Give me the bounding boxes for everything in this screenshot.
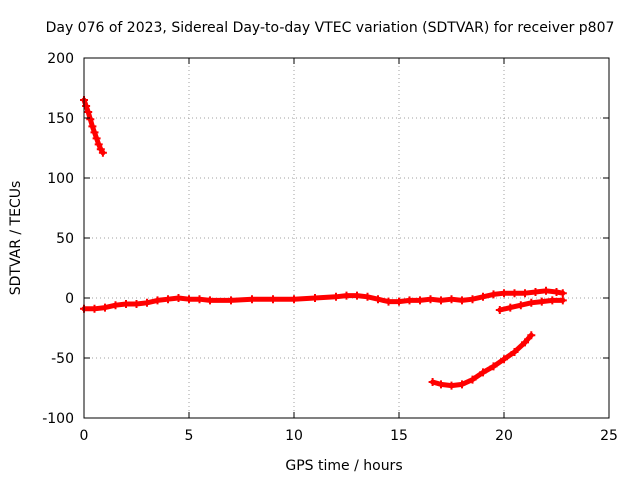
data-point bbox=[516, 301, 525, 310]
grid-layer bbox=[84, 58, 609, 418]
x-tick-label: 20 bbox=[495, 428, 513, 444]
x-tick-label: 0 bbox=[80, 428, 89, 444]
data-point bbox=[384, 297, 393, 306]
data-point bbox=[342, 291, 351, 300]
data-point bbox=[174, 294, 183, 302]
data-point bbox=[437, 296, 445, 305]
data-point bbox=[405, 296, 414, 305]
data-point bbox=[374, 295, 382, 304]
data-point bbox=[479, 292, 487, 301]
series-line bbox=[430, 332, 534, 389]
data-point bbox=[506, 303, 515, 312]
data-point bbox=[510, 289, 519, 298]
data-point bbox=[521, 289, 529, 298]
data-point bbox=[479, 368, 487, 377]
x-tick-label: 15 bbox=[390, 428, 408, 444]
data-point bbox=[269, 295, 277, 304]
data-point bbox=[548, 296, 557, 305]
data-point bbox=[510, 348, 519, 356]
data-point bbox=[489, 362, 498, 371]
data-point bbox=[90, 304, 99, 313]
data-point bbox=[363, 292, 372, 301]
data-point bbox=[458, 380, 466, 389]
data-point bbox=[206, 296, 214, 305]
data-point bbox=[101, 303, 109, 312]
data-point bbox=[86, 115, 95, 124]
data-point bbox=[447, 381, 456, 390]
data-point bbox=[395, 297, 403, 306]
data-point bbox=[468, 375, 477, 384]
data-point bbox=[552, 288, 561, 296]
data-point bbox=[353, 291, 361, 300]
data-point bbox=[143, 298, 151, 307]
x-axis-title: GPS time / hours bbox=[285, 458, 402, 474]
data-point bbox=[495, 306, 504, 314]
data-point bbox=[527, 298, 536, 307]
data-point bbox=[500, 289, 508, 298]
x-tick-label: 25 bbox=[600, 428, 618, 444]
data-point bbox=[531, 288, 540, 296]
data-point bbox=[527, 331, 536, 340]
data-point bbox=[90, 128, 99, 137]
plot-frame bbox=[83, 57, 610, 419]
data-point bbox=[111, 301, 120, 310]
data-point bbox=[92, 134, 101, 143]
y-tick-label: 0 bbox=[65, 291, 74, 307]
series-line bbox=[81, 97, 106, 156]
data-point bbox=[82, 102, 91, 110]
x-tick-label: 10 bbox=[285, 428, 303, 444]
data-point bbox=[227, 296, 235, 305]
data-point bbox=[426, 295, 435, 304]
data-point bbox=[437, 380, 445, 389]
data-point bbox=[132, 300, 141, 308]
data-point bbox=[88, 122, 97, 131]
data-point bbox=[311, 294, 319, 302]
data-point bbox=[558, 296, 567, 305]
data-point bbox=[248, 295, 256, 304]
y-tick-label: 100 bbox=[47, 171, 74, 187]
data-point bbox=[164, 295, 172, 304]
chart-title: Day 076 of 2023, Sidereal Day-to-day VTE… bbox=[46, 20, 615, 36]
data-point bbox=[94, 140, 103, 149]
y-tick-label: 50 bbox=[56, 231, 74, 247]
tick-layer: 0 5 10 15 20 25 -100 -50 0 50 100 150 200 bbox=[42, 51, 618, 444]
data-point bbox=[489, 290, 498, 299]
data-point bbox=[332, 292, 340, 301]
y-tick-label: 200 bbox=[47, 51, 74, 67]
data-point bbox=[558, 289, 567, 298]
y-tick-label: -50 bbox=[51, 351, 74, 367]
y-tick-label: 150 bbox=[47, 111, 74, 127]
data-point bbox=[122, 300, 130, 308]
data-point bbox=[153, 296, 162, 305]
x-tick-label: 5 bbox=[185, 428, 194, 444]
y-tick-label: -100 bbox=[42, 411, 74, 427]
data-point bbox=[458, 296, 466, 305]
data-point bbox=[447, 295, 456, 304]
data-point bbox=[416, 296, 424, 305]
data-point bbox=[195, 295, 204, 304]
data-point bbox=[521, 338, 529, 347]
data-point bbox=[185, 295, 193, 304]
data-point bbox=[537, 297, 546, 306]
data-point bbox=[500, 355, 508, 364]
series-layer bbox=[80, 96, 567, 390]
data-point bbox=[542, 286, 550, 295]
data-point bbox=[428, 378, 437, 386]
data-point bbox=[468, 295, 477, 304]
y-axis-title: SDTVAR / TECUs bbox=[8, 181, 24, 296]
data-point bbox=[290, 295, 298, 304]
data-point bbox=[98, 148, 107, 157]
data-point bbox=[84, 108, 93, 116]
